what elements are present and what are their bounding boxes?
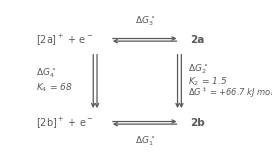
Text: $\Delta G^\ddagger$ = +66.7 kJ mol$^{-1}$: $\Delta G^\ddagger$ = +66.7 kJ mol$^{-1}… xyxy=(188,86,272,100)
Text: $\Delta G^\circ_4$: $\Delta G^\circ_4$ xyxy=(36,66,56,80)
Text: $\Delta G^\circ_2$: $\Delta G^\circ_2$ xyxy=(188,63,208,76)
Text: [2b]$^+$ + e$^-$: [2b]$^+$ + e$^-$ xyxy=(36,115,94,130)
Text: $\Delta G^\circ_1$: $\Delta G^\circ_1$ xyxy=(135,135,155,148)
Text: 2b: 2b xyxy=(190,118,205,128)
Text: 2a: 2a xyxy=(190,35,204,45)
Text: $K_4$ = 68: $K_4$ = 68 xyxy=(36,81,73,93)
Text: $K_2$ = 1.5: $K_2$ = 1.5 xyxy=(188,75,227,88)
Text: $\Delta G^\circ_3$: $\Delta G^\circ_3$ xyxy=(135,14,155,28)
Text: [2a]$^+$ + e$^-$: [2a]$^+$ + e$^-$ xyxy=(36,32,94,47)
